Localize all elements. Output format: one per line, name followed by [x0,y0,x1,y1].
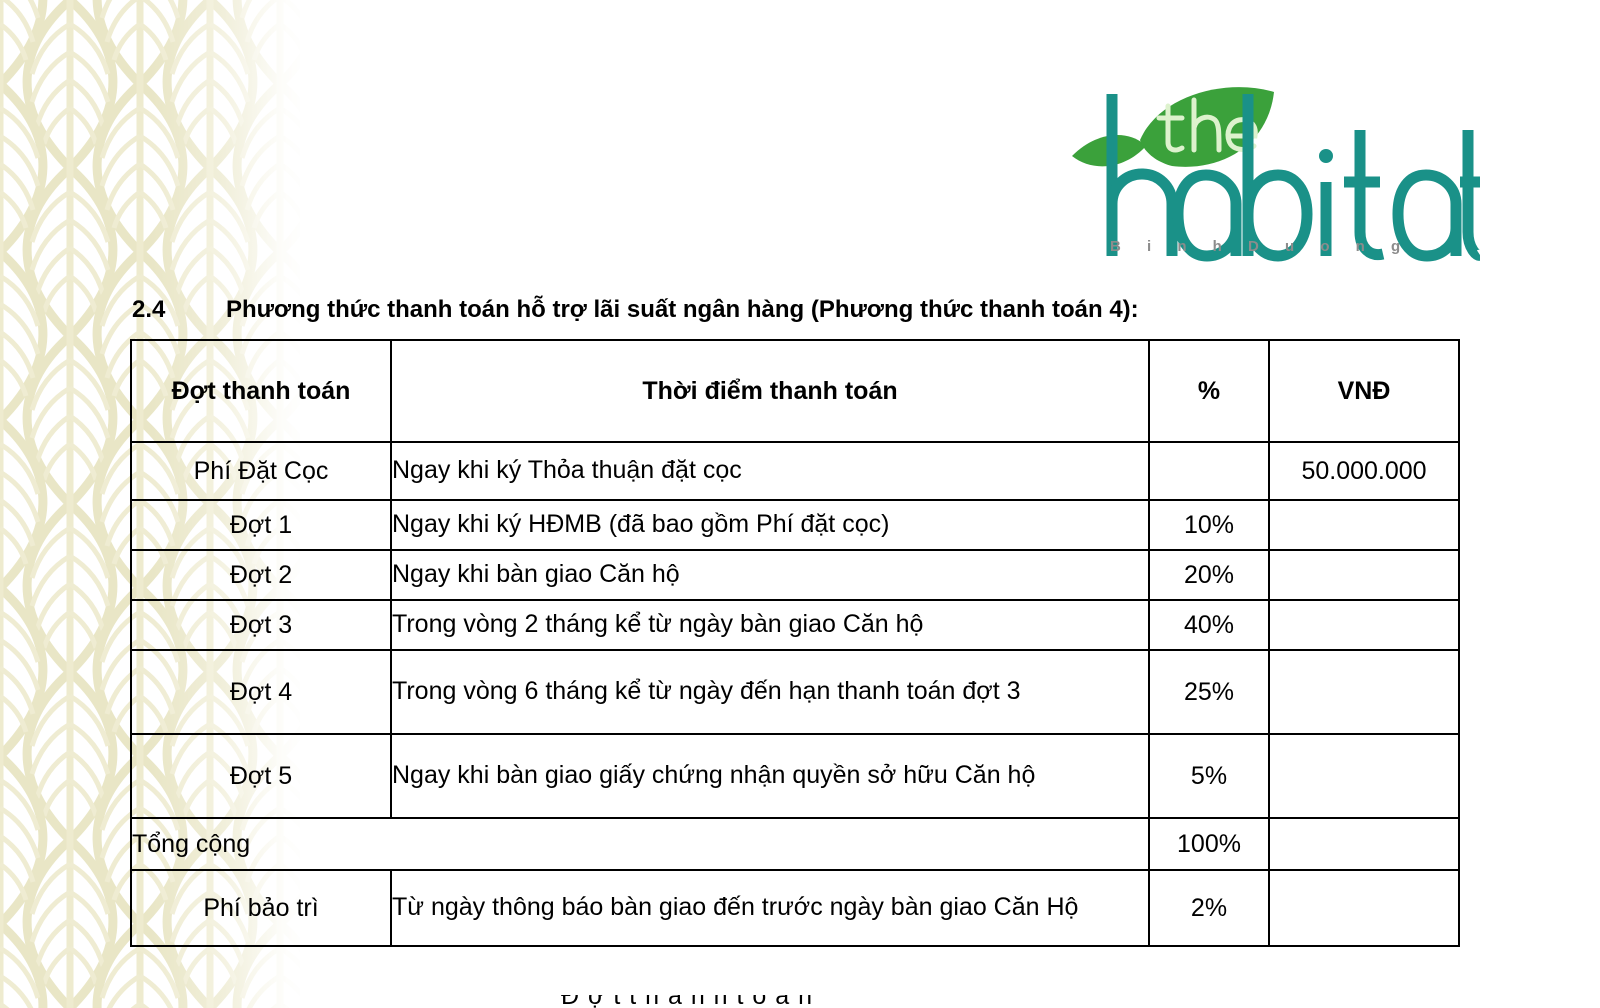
cell-time: Trong vòng 6 tháng kể từ ngày đến hạn th… [390,649,1150,735]
col-header-time: Thời điểm thanh toán [390,339,1150,443]
cell-vnd: 50.000.000 [1268,441,1460,501]
cell-percent: 2% [1148,869,1270,947]
table-row: Đợt 3 Trong vòng 2 tháng kể từ ngày bàn … [130,599,1460,651]
letter-i-dot [1319,149,1333,163]
cell-phase: Đợt 5 [130,733,392,819]
section-number: 2.4 [132,296,166,323]
cell-total-vnd [1268,817,1460,871]
cell-phase: Đợt 1 [130,499,392,551]
cell-total-label: Tổng cộng [130,817,1150,871]
table-total-row: Tổng cộng 100% [130,817,1460,871]
cell-vnd [1268,549,1460,601]
table-header-row: Đợt thanh toán Thời điểm thanh toán % VN… [130,339,1460,443]
table-row: Đợt 5 Ngay khi bàn giao giấy chứng nhận … [130,733,1460,819]
clipped-bottom-text-content: Đ ợ t t h a n h t o á n [561,995,1361,1008]
table-row: Phí Đặt Cọc Ngay khi ký Thỏa thuận đặt c… [130,441,1460,501]
cell-vnd [1268,499,1460,551]
table-row: Đợt 4 Trong vòng 6 tháng kể từ ngày đến … [130,649,1460,735]
payment-schedule-table: Đợt thanh toán Thời điểm thanh toán % VN… [130,339,1460,947]
cell-time: Trong vòng 2 tháng kể từ ngày bàn giao C… [390,599,1150,651]
cell-time: Ngay khi ký HĐMB (đã bao gồm Phí đặt cọc… [390,499,1150,551]
cell-phase: Phí Đặt Cọc [130,441,392,501]
cell-percent: 5% [1148,733,1270,819]
cell-percent: 10% [1148,499,1270,551]
cell-phase: Phí bảo trì [130,869,392,947]
cell-time: Ngay khi bàn giao Căn hộ [390,549,1150,601]
col-header-percent: % [1148,339,1270,443]
cell-time: Ngay khi bàn giao giấy chứng nhận quyền … [390,733,1150,819]
cell-phase: Đợt 4 [130,649,392,735]
table-row: Đợt 2 Ngay khi bàn giao Căn hộ 20% [130,549,1460,601]
cell-percent [1148,441,1270,501]
cell-phase: Đợt 2 [130,549,392,601]
cell-vnd [1268,869,1460,947]
cell-percent: 40% [1148,599,1270,651]
logo-subtitle: B i n h D u o n g [1110,238,1412,255]
section-heading: 2.4 Phương thức thanh toán hỗ trợ lãi su… [132,296,1139,324]
cell-vnd [1268,733,1460,819]
cell-vnd [1268,649,1460,735]
cell-time: Từ ngày thông báo bàn giao đến trước ngà… [390,869,1150,947]
section-title: Phương thức thanh toán hỗ trợ lãi suất n… [226,296,1139,323]
clipped-bottom-text: Đ ợ t t h a n h t o á n [561,995,1361,1008]
cell-vnd [1268,599,1460,651]
col-header-vnd: VNĐ [1268,339,1460,443]
cell-phase: Đợt 3 [130,599,392,651]
col-header-phase: Đợt thanh toán [130,339,392,443]
cell-total-percent: 100% [1148,817,1270,871]
table-row: Đợt 1 Ngay khi ký HĐMB (đã bao gồm Phí đ… [130,499,1460,551]
cell-percent: 20% [1148,549,1270,601]
table-row: Phí bảo trì Từ ngày thông báo bàn giao đ… [130,869,1460,947]
cell-time: Ngay khi ký Thỏa thuận đặt cọc [390,441,1150,501]
cell-percent: 25% [1148,649,1270,735]
the-habitat-logo [1068,86,1480,266]
